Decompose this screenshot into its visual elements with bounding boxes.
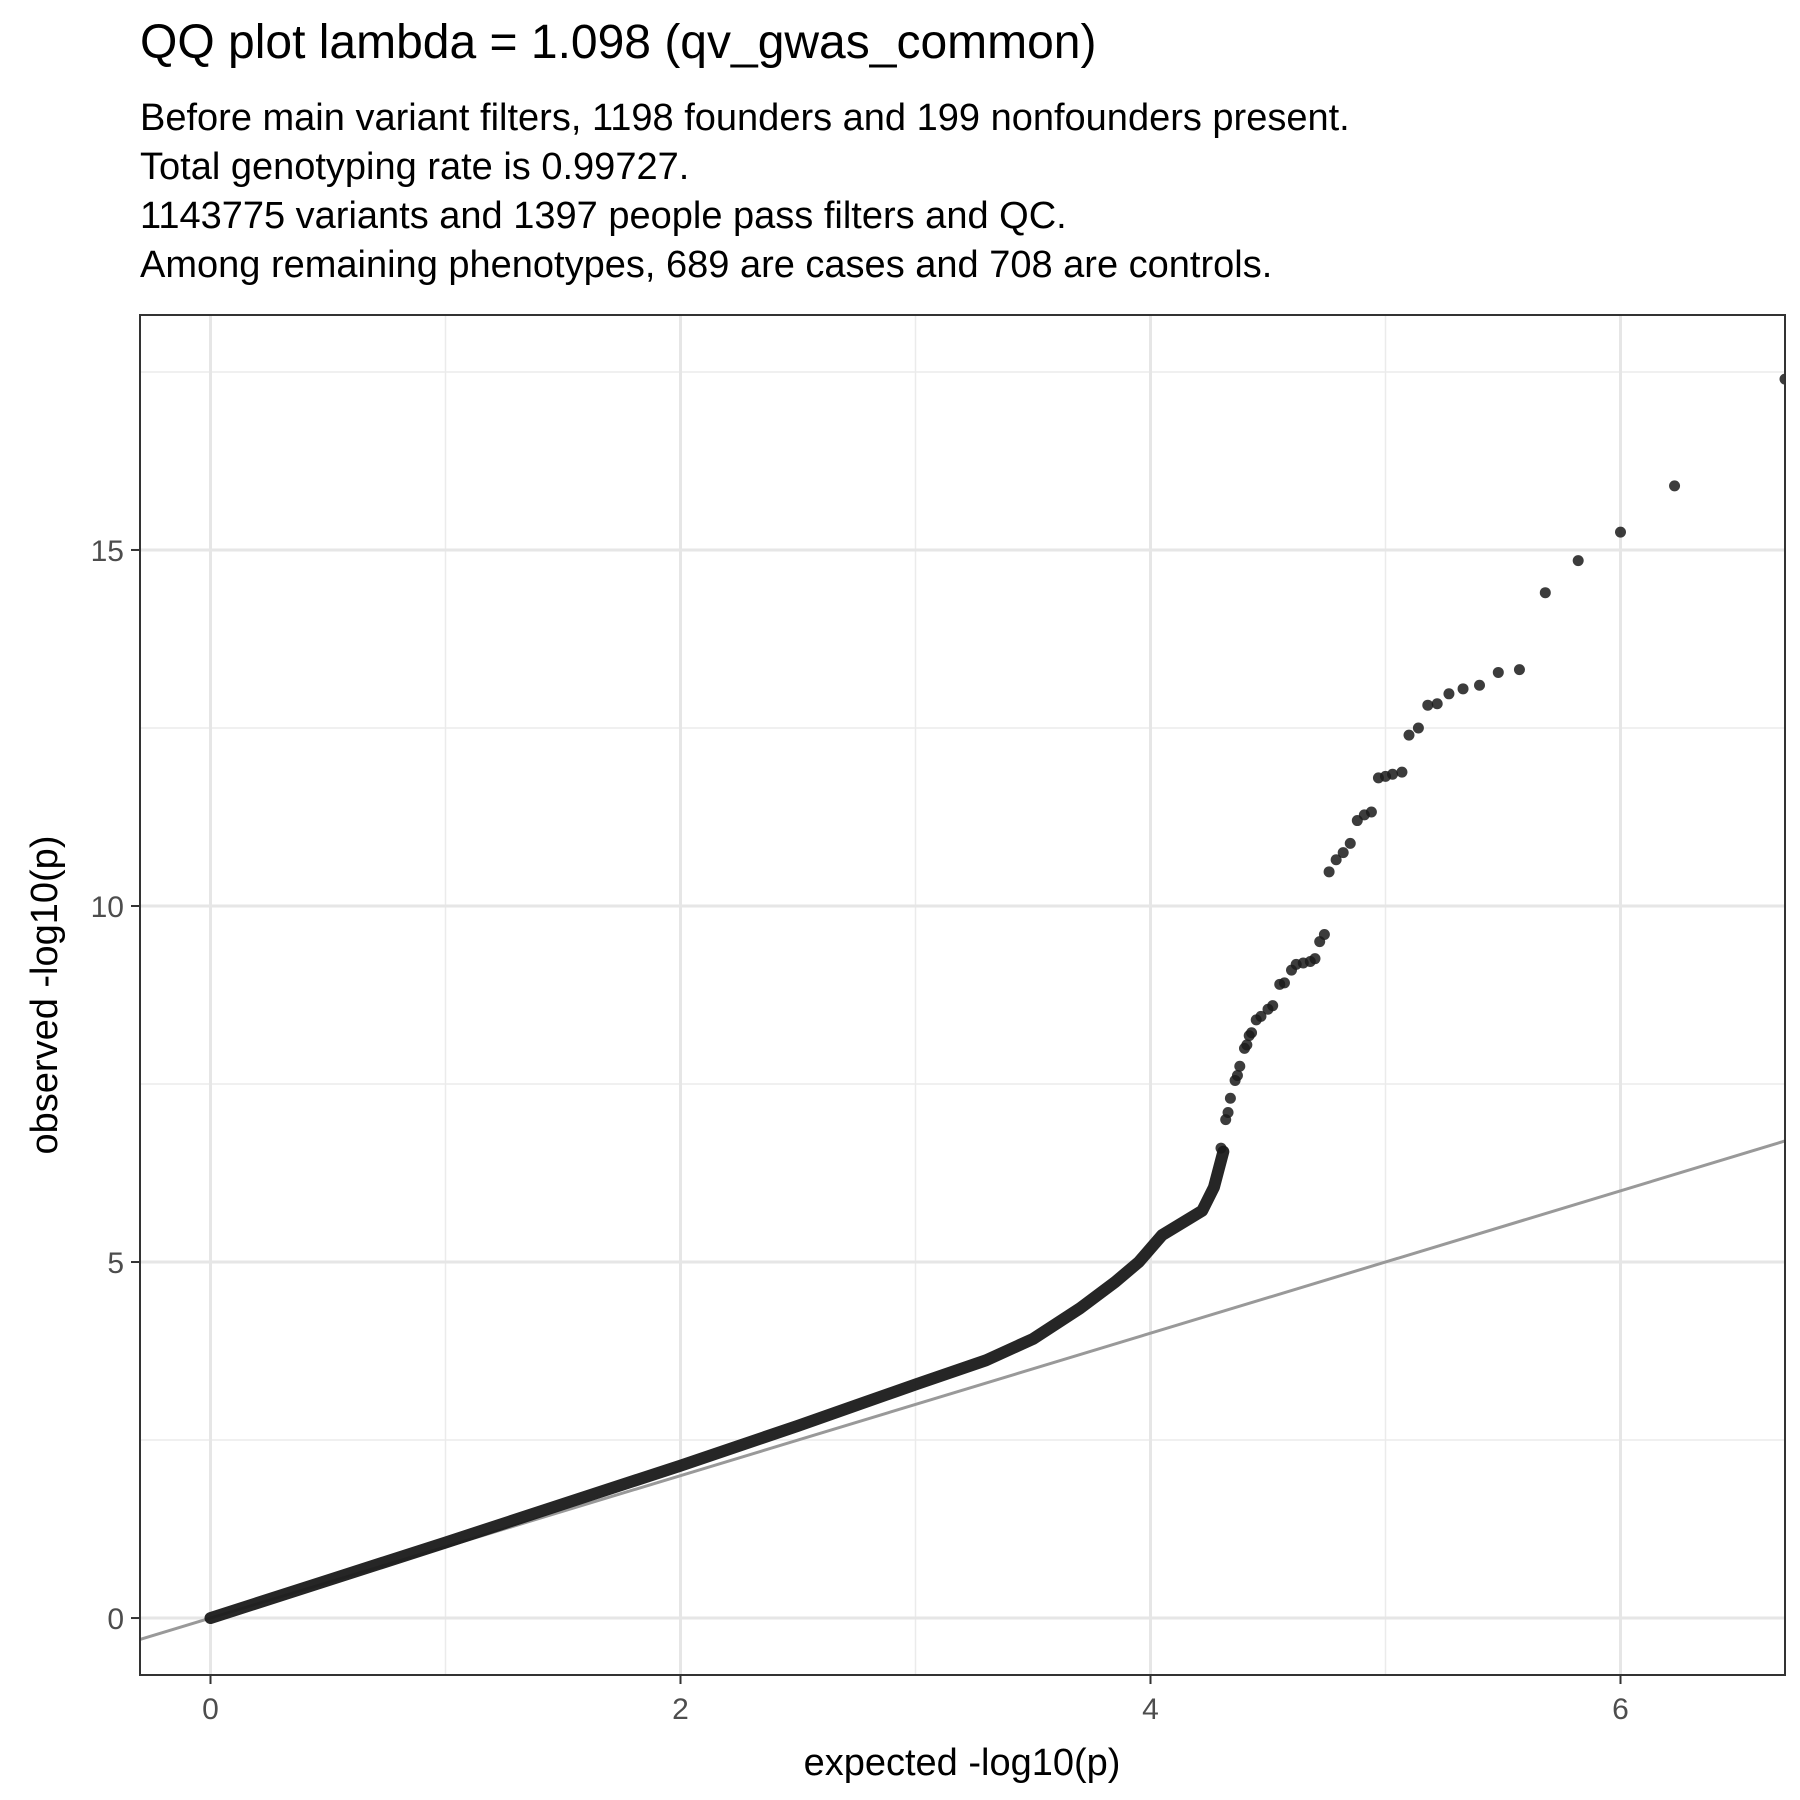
data-point — [1222, 1106, 1234, 1118]
data-point — [1231, 1069, 1243, 1081]
x-tick-label: 2 — [672, 1693, 689, 1726]
data-point — [1403, 729, 1415, 741]
data-point — [1474, 679, 1485, 691]
x-axis-ticks: 0 2 4 6 — [202, 1675, 1629, 1726]
y-axis-label: observed -log10(p) — [24, 836, 66, 1155]
data-point — [1779, 373, 1785, 385]
data-point — [1492, 666, 1504, 678]
data-point — [1443, 688, 1455, 700]
subtitle-line: Total genotyping rate is 0.99727. — [140, 146, 690, 188]
data-point — [1234, 1060, 1246, 1072]
data-point — [1278, 977, 1290, 989]
y-tick-label: 0 — [107, 1603, 124, 1636]
data-point — [1422, 699, 1434, 711]
y-axis-ticks: 0 5 10 15 — [91, 535, 140, 1636]
data-point — [1365, 806, 1377, 818]
data-point — [1539, 587, 1551, 599]
y-tick-label: 15 — [91, 535, 124, 568]
plot-panel-background — [140, 315, 1785, 1675]
x-axis-label: expected -log10(p) — [804, 1742, 1121, 1784]
plot-panel-border — [139, 314, 1786, 1676]
subtitle-line: Among remaining phenotypes, 689 are case… — [140, 244, 1273, 286]
data-point — [1323, 866, 1335, 878]
data-point — [1457, 683, 1469, 695]
subtitle-line: 1143775 variants and 1397 people pass fi… — [140, 195, 1067, 237]
data-point — [1224, 1092, 1236, 1104]
data-point — [1330, 854, 1342, 866]
x-tick-label: 4 — [1142, 1693, 1159, 1726]
data-point — [1572, 555, 1584, 567]
data-point — [1431, 698, 1443, 710]
major-gridlines — [140, 315, 1785, 1675]
data-point — [1615, 526, 1626, 538]
x-tick-label: 0 — [202, 1693, 219, 1726]
data-point — [1318, 928, 1330, 940]
chart-title: QQ plot lambda = 1.098 (qv_gwas_common) — [140, 16, 1097, 69]
data-point — [1215, 1142, 1227, 1154]
dense-points-curve — [204, 1145, 1230, 1625]
minor-gridlines — [140, 315, 1785, 1675]
y-tick-label: 5 — [107, 1247, 124, 1280]
x-tick-label: 6 — [1612, 1693, 1629, 1726]
data-point — [1513, 664, 1525, 676]
data-point — [1337, 847, 1349, 859]
data-point — [1344, 837, 1356, 849]
data-point — [1267, 1000, 1279, 1012]
data-point — [1246, 1027, 1258, 1039]
subtitle-line: Before main variant filters, 1198 founde… — [140, 97, 1350, 139]
data-point — [1669, 480, 1681, 492]
data-point — [1396, 766, 1408, 778]
data-point — [1387, 768, 1399, 780]
data-point — [1309, 953, 1321, 965]
chart-subtitle: Before main variant filters, 1198 founde… — [140, 94, 1350, 290]
data-points — [1215, 373, 1785, 1154]
data-point — [1412, 722, 1424, 734]
y-tick-label: 10 — [91, 891, 124, 924]
data-point — [1241, 1039, 1253, 1051]
data-point — [1255, 1010, 1267, 1022]
